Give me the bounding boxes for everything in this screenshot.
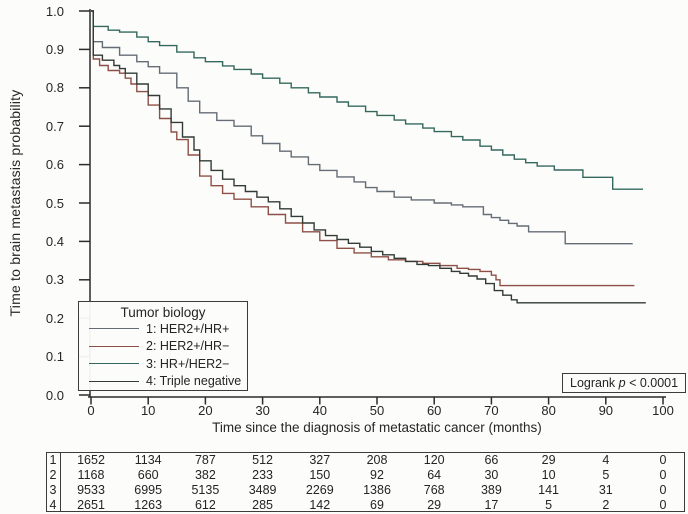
risk-count: 9533 (77, 483, 105, 497)
risk-count: 0 (659, 453, 667, 467)
risk-count: 141 (538, 483, 560, 497)
risk-count: 787 (194, 453, 216, 467)
risk-count: 1134 (134, 453, 162, 467)
legend-item-3: 3: HR+/HER2− (79, 355, 247, 373)
risk-count: 327 (309, 453, 331, 467)
legend-line-sample (89, 363, 139, 365)
risk-count: 768 (423, 483, 445, 497)
risk-count: 0 (659, 498, 667, 512)
risk-count: 29 (427, 498, 442, 512)
legend-line-sample (89, 328, 139, 330)
x-tick-label: 30 (255, 403, 270, 418)
km-curve-2 (91, 10, 635, 287)
risk-count: 1386 (363, 483, 391, 497)
y-tick-label: 0.6 (45, 157, 64, 173)
x-tick-label: 10 (140, 403, 156, 418)
x-tick-label: 50 (369, 403, 385, 418)
risk-count: 5 (545, 498, 553, 512)
x-tick-label: 70 (484, 403, 499, 418)
x-tick-label: 100 (652, 403, 674, 418)
risk-count: 1652 (77, 453, 105, 467)
legend-item-1: 1: HER2+/HR+ (79, 320, 247, 338)
risk-count: 4 (602, 453, 610, 467)
risk-count: 2 (602, 498, 610, 512)
risk-count: 142 (309, 498, 331, 512)
x-tick-label: 40 (312, 403, 328, 418)
legend-item-4: 4: Triple negative (79, 373, 247, 391)
risk-count: 10 (541, 468, 556, 482)
risk-row-label: 4 (49, 498, 57, 512)
y-tick-label: 0.9 (45, 41, 64, 57)
legend-item-label: 4: Triple negative (146, 374, 242, 389)
legend-line-sample (89, 345, 139, 347)
risk-count: 208 (366, 453, 388, 467)
risk-table-separator (60, 452, 61, 512)
y-axis-title: Time to brain metastasis probability (7, 89, 23, 317)
km-curve-1 (91, 10, 633, 245)
x-axis-title: Time since the diagnosis of metastatic c… (212, 420, 542, 435)
x-tick-label: 20 (198, 403, 213, 418)
legend-item-label: 2: HER2+/HR− (146, 339, 230, 354)
legend-box: Tumor biology 1: HER2+/HR+ 2: HER2+/HR− 3:… (78, 301, 248, 391)
risk-count: 512 (252, 453, 274, 467)
x-tick-label: 80 (541, 403, 556, 418)
risk-count: 0 (659, 483, 667, 497)
risk-count: 120 (423, 453, 445, 467)
x-tick-label: 90 (598, 403, 614, 418)
risk-count: 64 (427, 468, 442, 482)
risk-count: 0 (659, 468, 667, 482)
risk-count: 2269 (305, 483, 334, 497)
y-tick-label: 0.4 (45, 233, 64, 249)
number-at-risk-table (46, 452, 685, 512)
risk-count: 92 (370, 468, 384, 482)
legend-title: Tumor biology (120, 305, 206, 320)
risk-count: 389 (480, 483, 502, 497)
logrank-value: < 0.0001 (625, 376, 679, 390)
x-tick-label: 0 (87, 403, 95, 418)
risk-count: 29 (541, 453, 556, 467)
logrank-text: Logrank (570, 376, 619, 390)
y-tick-label: 1.0 (45, 3, 64, 19)
y-tick-label: 0.7 (45, 118, 64, 134)
km-curve-4 (91, 10, 646, 304)
x-tick-label: 60 (426, 403, 442, 418)
risk-row-label: 3 (49, 483, 57, 497)
km-curve-3 (91, 10, 643, 190)
risk-count: 660 (137, 468, 159, 482)
risk-count: 17 (484, 498, 499, 512)
risk-count: 66 (484, 453, 499, 467)
risk-count: 31 (598, 483, 613, 497)
legend-item-label: 3: HR+/HER2− (146, 356, 230, 371)
risk-count: 150 (309, 468, 331, 482)
y-tick-label: 0.5 (45, 195, 64, 211)
risk-count: 2651 (77, 498, 105, 512)
risk-count: 69 (370, 498, 384, 512)
risk-count: 5135 (191, 483, 220, 497)
risk-row-label: 1 (49, 453, 57, 467)
y-tick-label: 0.3 (45, 272, 64, 288)
legend-item-2: 2: HER2+/HR− (79, 338, 247, 356)
risk-count: 612 (194, 498, 216, 512)
risk-row-label: 2 (49, 468, 57, 482)
risk-count: 233 (252, 468, 274, 482)
y-tick-label: 0.2 (45, 310, 64, 326)
y-tick-label: 0.0 (45, 387, 64, 403)
legend-line-sample (89, 380, 139, 382)
risk-count: 3489 (248, 483, 277, 497)
risk-count: 1168 (77, 468, 105, 482)
legend-item-label: 1: HER2+/HR+ (146, 321, 230, 336)
legend-items: 1: HER2+/HR+ 2: HER2+/HR− 3: HR+/HER2− 4: T… (79, 320, 247, 390)
logrank-p-symbol: p (618, 376, 626, 390)
y-tick-label: 0.8 (45, 80, 64, 96)
risk-count: 285 (252, 498, 274, 512)
risk-count: 1263 (134, 498, 163, 512)
risk-count: 5 (602, 468, 610, 482)
logrank-annotation: Logrank p < 0.0001 (562, 373, 687, 393)
risk-count: 30 (484, 468, 499, 482)
risk-count: 6995 (134, 483, 163, 497)
y-tick-label: 0.1 (45, 349, 64, 365)
risk-count: 382 (194, 468, 216, 482)
